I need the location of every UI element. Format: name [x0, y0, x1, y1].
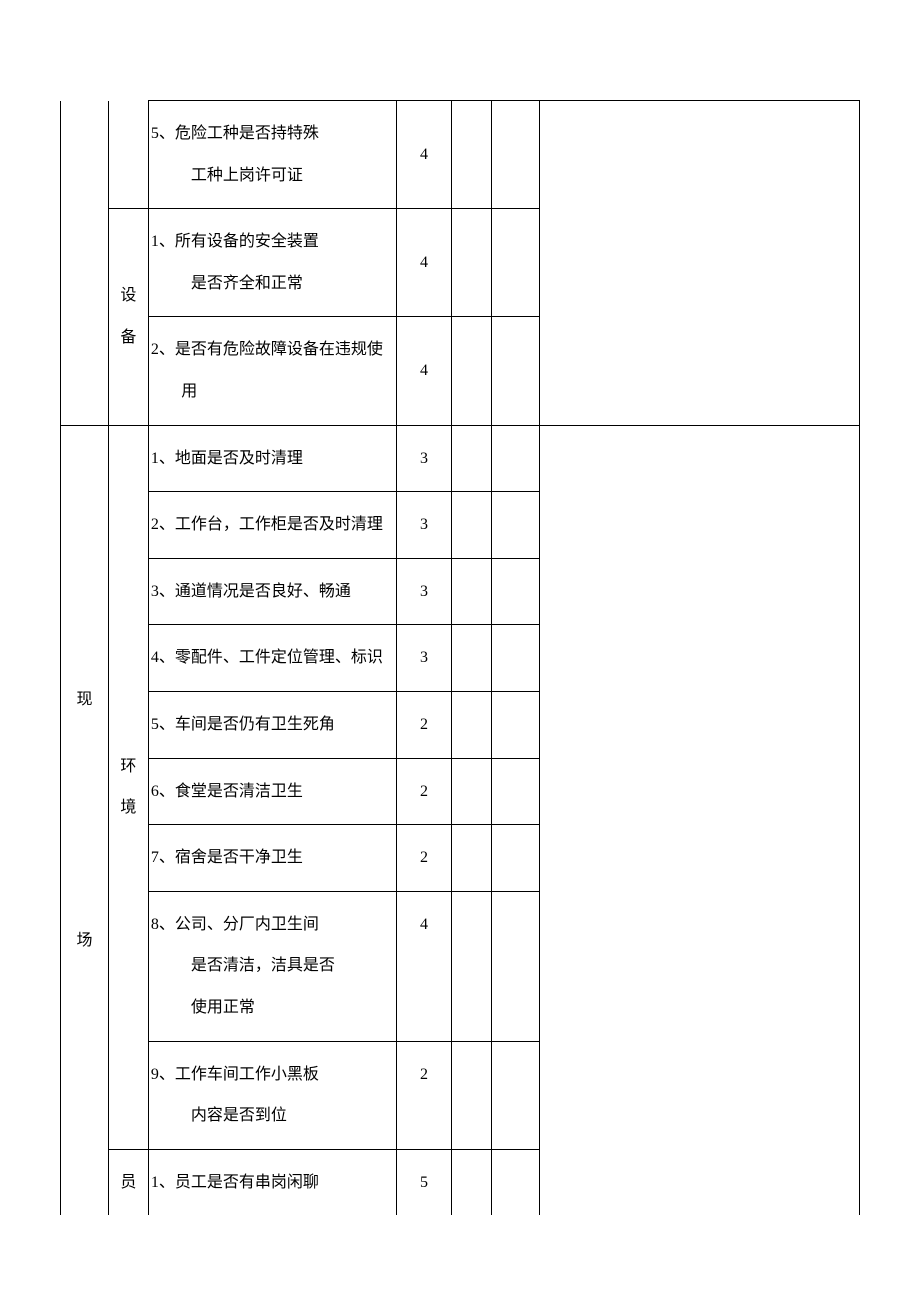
- blank-cell: [452, 625, 492, 692]
- blank-cell: [452, 1149, 492, 1215]
- item-text-cont: 是否齐全和正常: [151, 263, 394, 305]
- sub-label: 境: [113, 787, 144, 829]
- blank-cell: [452, 492, 492, 559]
- blank-cell: [452, 209, 492, 317]
- blank-cell: [452, 101, 492, 209]
- blank-cell: [452, 825, 492, 892]
- item-text-cont: 使用正常: [151, 987, 394, 1029]
- item-cell: 1、所有设备的安全装置 是否齐全和正常: [148, 209, 396, 317]
- item-text-cont: 工种上岗许可证: [151, 155, 394, 197]
- blank-cell: [492, 825, 540, 892]
- item-cell: 5、车间是否仍有卫生死角: [148, 691, 396, 758]
- blank-cell: [492, 1041, 540, 1149]
- score-cell: 5: [396, 1149, 452, 1215]
- blank-cell: [452, 317, 492, 425]
- table-row: 现 场 环 境 1、地面是否及时清理 3: [61, 425, 860, 492]
- item-cell: 5、危险工种是否持特殊 工种上岗许可证: [148, 101, 396, 209]
- item-text-cont: 是否清洁，洁具是否: [151, 945, 394, 987]
- blank-cell: [492, 558, 540, 625]
- score-cell: 4: [396, 209, 452, 317]
- sub-category-env: 环 境: [108, 425, 148, 1149]
- item-cell: 1、地面是否及时清理: [148, 425, 396, 492]
- blank-cell: [492, 101, 540, 209]
- sub-label: 备: [113, 317, 144, 359]
- sub-label: 环: [113, 746, 144, 788]
- item-text: 1、地面是否及时清理: [151, 438, 394, 480]
- item-text: 5、危险工种是否持特殊: [151, 113, 394, 155]
- item-text: 7、宿舍是否干净卫生: [151, 837, 394, 879]
- item-text: 2、是否有危险故障设备在违规使用: [151, 329, 394, 412]
- item-cell: 9、工作车间工作小黑板 内容是否到位: [148, 1041, 396, 1149]
- score-cell: 3: [396, 558, 452, 625]
- blank-cell: [492, 891, 540, 1041]
- item-cell: 6、食堂是否清洁卫生: [148, 758, 396, 825]
- item-text: 1、所有设备的安全装置: [151, 221, 394, 263]
- sub-label: 设: [113, 275, 144, 317]
- score-cell: 2: [396, 825, 452, 892]
- item-text: 8、公司、分厂内卫生间: [151, 904, 394, 946]
- score-cell: 4: [396, 891, 452, 1041]
- blank-cell: [492, 425, 540, 492]
- blank-cell: [452, 1041, 492, 1149]
- inspection-table: 5、危险工种是否持特殊 工种上岗许可证 4 设 备 1、所有设备的安全装置 是否…: [60, 100, 860, 1215]
- item-text: 1、员工是否有串岗闲聊: [151, 1162, 394, 1204]
- item-text: 6、食堂是否清洁卫生: [151, 771, 394, 813]
- item-text: 2、工作台，工作柜是否及时清理: [151, 504, 394, 546]
- score-cell: 4: [396, 317, 452, 425]
- item-cell: 4、零配件、工件定位管理、标识: [148, 625, 396, 692]
- item-text: 5、车间是否仍有卫生死角: [151, 704, 394, 746]
- sub-label: 员: [113, 1162, 144, 1204]
- blank-cell: [492, 209, 540, 317]
- score-cell: 2: [396, 758, 452, 825]
- remark-cell: [540, 101, 860, 426]
- blank-cell: [452, 425, 492, 492]
- blank-cell: [492, 492, 540, 559]
- item-cell: 3、通道情况是否良好、畅通: [148, 558, 396, 625]
- blank-cell: [452, 891, 492, 1041]
- blank-cell: [492, 758, 540, 825]
- item-text: 9、工作车间工作小黑板: [151, 1054, 394, 1096]
- blank-cell: [492, 1149, 540, 1215]
- sub-category-equipment: 设 备: [108, 209, 148, 425]
- remark-cell: [540, 425, 860, 1215]
- sub-category-staff: 员: [108, 1149, 148, 1215]
- item-cell: 1、员工是否有串岗闲聊: [148, 1149, 396, 1215]
- sub-category-cell: [108, 101, 148, 209]
- item-cell: 7、宿舍是否干净卫生: [148, 825, 396, 892]
- item-cell: 2、工作台，工作柜是否及时清理: [148, 492, 396, 559]
- item-text: 4、零配件、工件定位管理、标识: [151, 637, 394, 679]
- blank-cell: [492, 625, 540, 692]
- blank-cell: [452, 758, 492, 825]
- blank-cell: [452, 558, 492, 625]
- score-cell: 3: [396, 425, 452, 492]
- item-text-cont: 内容是否到位: [151, 1095, 394, 1137]
- main-category-site: 现 场: [61, 425, 109, 1215]
- score-cell: 2: [396, 691, 452, 758]
- item-cell: 8、公司、分厂内卫生间 是否清洁，洁具是否 使用正常: [148, 891, 396, 1041]
- score-cell: 3: [396, 492, 452, 559]
- table-row: 5、危险工种是否持特殊 工种上岗许可证 4: [61, 101, 860, 209]
- score-cell: 4: [396, 101, 452, 209]
- item-cell: 2、是否有危险故障设备在违规使用: [148, 317, 396, 425]
- blank-cell: [492, 691, 540, 758]
- score-cell: 3: [396, 625, 452, 692]
- main-label: 场: [65, 920, 104, 962]
- item-text: 3、通道情况是否良好、畅通: [151, 571, 394, 613]
- score-cell: 2: [396, 1041, 452, 1149]
- blank-cell: [492, 317, 540, 425]
- main-label: 现: [65, 679, 104, 721]
- main-category-cell: [61, 101, 109, 426]
- blank-cell: [452, 691, 492, 758]
